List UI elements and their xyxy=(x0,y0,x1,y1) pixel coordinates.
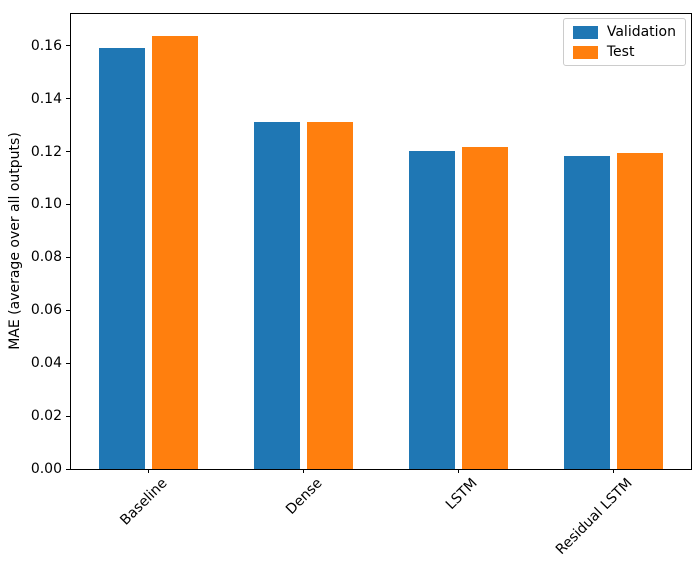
y-tick-mark xyxy=(66,256,70,258)
y-tick-label: 0.08 xyxy=(30,249,62,266)
x-tick-label: Dense xyxy=(282,475,326,518)
legend-label-test: Test xyxy=(606,44,635,60)
y-tick-label: 0.04 xyxy=(30,355,62,372)
x-tick-label: Baseline xyxy=(116,475,171,529)
legend-item-test: Test xyxy=(572,44,676,60)
bar-validation-dense xyxy=(253,122,301,469)
y-tick-mark xyxy=(66,151,70,153)
y-tick-mark xyxy=(66,309,70,311)
legend-label-validation: Validation xyxy=(606,24,676,40)
bar-validation-residual-lstm xyxy=(563,155,611,469)
y-tick-mark xyxy=(66,362,70,364)
bar-validation-lstm xyxy=(408,150,456,469)
x-tick-label: LSTM xyxy=(442,475,481,514)
y-tick-label: 0.06 xyxy=(30,302,62,319)
y-tick-label: 0.02 xyxy=(30,408,62,425)
bar-test-baseline xyxy=(151,35,199,469)
y-tick-label: 0.14 xyxy=(30,90,62,107)
plot-area: 0.00 0.02 0.04 0.06 0.08 0.10 0.12 0.14 0.16 Base… xyxy=(31,13,692,558)
x-tick-mark xyxy=(458,469,459,473)
x-tick-mark xyxy=(148,469,149,473)
x-tick-mark xyxy=(303,469,304,473)
y-tick-label: 0.10 xyxy=(30,196,62,213)
bar-test-dense xyxy=(306,122,354,469)
legend-item-validation: Validation xyxy=(572,24,676,40)
bar-validation-baseline xyxy=(98,48,146,469)
bar-test-residual-lstm xyxy=(616,153,664,469)
bar-test-lstm xyxy=(461,146,509,469)
y-tick-mark xyxy=(66,45,70,47)
y-tick-mark xyxy=(66,468,70,470)
y-tick-label: 0.00 xyxy=(30,461,62,477)
legend-swatch-validation xyxy=(572,25,598,39)
y-tick-mark xyxy=(66,203,70,205)
y-tick-label: 0.16 xyxy=(30,37,62,54)
y-tick-mark xyxy=(66,98,70,100)
y-tick-label: 0.12 xyxy=(30,143,62,160)
x-tick-label: Residual LSTM xyxy=(552,475,636,558)
legend-swatch-test xyxy=(572,45,598,59)
y-tick-mark xyxy=(66,415,70,417)
x-tick-mark xyxy=(613,469,614,473)
legend: Validation Test xyxy=(562,18,686,66)
y-axis-label: MAE (average over all outputs) xyxy=(7,132,23,350)
